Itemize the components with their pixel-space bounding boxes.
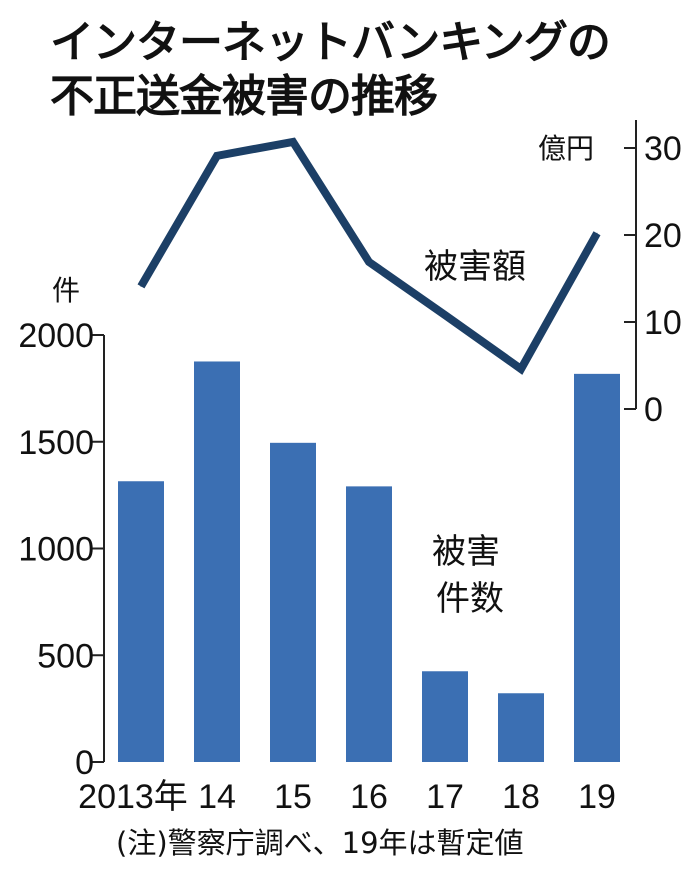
left-axis-tick-label: 2000: [18, 317, 94, 355]
x-axis-labels: 2013年 14 15 16 17 18 19: [78, 778, 616, 816]
bar-series-label-line-2: 件数: [436, 579, 504, 619]
x-axis-label: 16: [350, 778, 388, 816]
left-axis-unit: 件: [52, 274, 80, 307]
right-axis-tick-label: 0: [644, 391, 663, 429]
bar: [118, 481, 164, 762]
chart-title-line-1: インターネットバンキングの: [50, 17, 611, 68]
line-point: [368, 261, 370, 263]
bar: [422, 671, 468, 762]
bar: [194, 361, 240, 762]
left-axis-tick-label: 500: [37, 637, 94, 675]
line-path: [137, 137, 601, 375]
bar-series: [118, 361, 620, 762]
x-axis-label: 2013年: [78, 778, 188, 816]
right-axis: 30 20 10 0: [624, 120, 682, 429]
line-point: [444, 314, 446, 316]
bar-series-label-line-1: 被害: [432, 532, 500, 572]
line-point: [292, 141, 294, 143]
bar: [346, 486, 392, 762]
x-axis-label: 15: [274, 778, 312, 816]
right-axis-tick-label: 20: [644, 217, 682, 255]
line-point: [596, 232, 598, 234]
right-axis-tick-label: 10: [644, 304, 682, 342]
line-point: [520, 368, 522, 370]
line-point: [216, 155, 218, 157]
line-point: [140, 285, 142, 287]
left-axis-tick-label: 0: [75, 744, 94, 782]
footnote: (注)警察庁調べ、19年は暫定値: [116, 826, 524, 860]
right-axis-tick-label: 30: [644, 130, 682, 168]
left-axis: 2000 1500 1000 500 0: [18, 317, 105, 782]
x-axis-label: 18: [502, 778, 540, 816]
bar: [498, 693, 544, 762]
chart-title-line-2: 不正送金被害の推移: [50, 71, 438, 122]
left-axis-tick-label: 1000: [18, 531, 94, 569]
line-series-label: 被害額: [424, 247, 526, 287]
bar: [270, 442, 316, 762]
chart-title: インターネットバンキングの 不正送金被害の推移: [50, 16, 611, 124]
x-axis-label: 19: [578, 778, 616, 816]
x-axis-label: 17: [426, 778, 464, 816]
right-axis-unit: 億円: [538, 132, 594, 165]
x-axis-label: 14: [198, 778, 236, 816]
left-axis-tick-label: 1500: [18, 424, 94, 462]
bar: [574, 373, 620, 762]
line-series: [137, 137, 601, 375]
